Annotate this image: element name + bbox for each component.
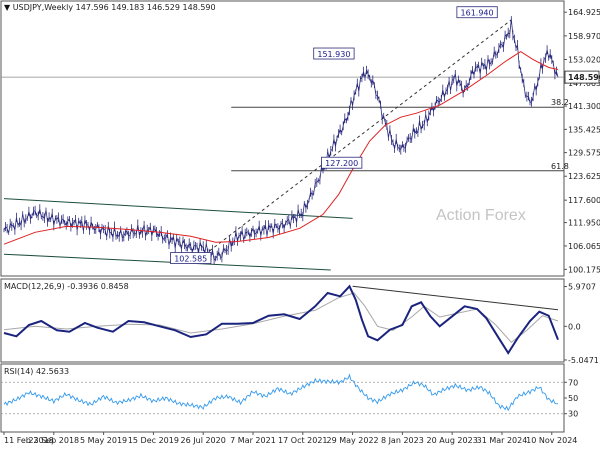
rsi-y-tick-label: 30 — [568, 410, 578, 419]
x-tick-label: 7 Mar 2021 — [230, 436, 276, 445]
price-y-tick-label: 100.175 — [568, 265, 600, 274]
chart-title: ▼ USDJPY,Weekly 147.596 149.183 146.529 … — [4, 3, 216, 12]
fib-level-label: 61.8 — [551, 162, 569, 171]
channel-upper-line — [3, 198, 353, 219]
rsi-y-tick-label: 50 — [568, 394, 578, 403]
macd-y-tick-label: 5.9707 — [568, 283, 596, 292]
price-y-tick-label: 123.625 — [568, 172, 600, 181]
macd-signal-line — [3, 292, 559, 343]
macd-panel — [0, 278, 565, 363]
price-y-tick-label: 111.950 — [568, 219, 600, 228]
price-y-tick-label: 135.425 — [568, 125, 600, 134]
rsi-layer — [1, 373, 564, 415]
rsi-panel — [0, 363, 565, 433]
last-price-box — [564, 70, 600, 84]
annotation-text: 161.940 — [461, 9, 494, 18]
price-layer: 38.2 61.8 161.940 151.930 127.200 102.585 — [1, 6, 569, 271]
x-tick-label: 17 Oct 2021 — [278, 436, 327, 445]
price-y-tick-label: 106.065 — [568, 242, 600, 251]
price-y-tick-label: 129.575 — [568, 149, 600, 158]
annotation-box — [170, 252, 212, 264]
macd-y-tick-label: -5.0471 — [568, 356, 599, 365]
macd-y-tick-label: 0.0 — [568, 322, 581, 331]
rsi-label: RSI(14) 42.5633 — [4, 367, 69, 376]
x-tick-label: 20 Aug 2023 — [427, 436, 478, 445]
dashed-trendline — [199, 19, 512, 259]
x-tick-label: 26 Jul 2020 — [181, 436, 226, 445]
watermark: Action Forex — [436, 207, 526, 224]
x-tick-label: 8 Jan 2023 — [381, 436, 424, 445]
price-annotation: 102.585 — [170, 252, 212, 264]
last-price-label: 148.590 — [568, 73, 600, 82]
macd-layer — [3, 284, 559, 355]
annotation-text: 151.930 — [317, 50, 350, 59]
x-tick-label: 5 May 2019 — [80, 436, 127, 445]
price-y-tick-label: 164.925 — [568, 8, 600, 17]
price-y-tick-label: 141.300 — [568, 102, 600, 111]
macd-trendline — [352, 285, 559, 311]
x-tick-label: 11 Feb 2018 — [4, 436, 54, 445]
price-y-tick-label: 147.065 — [568, 79, 600, 88]
annotation-text: 127.200 — [325, 159, 358, 168]
macd-label: MACD(12,26,9) -0.3936 0.8458 — [4, 282, 129, 291]
price-y-tick-label: 117.600 — [568, 196, 600, 205]
x-tick-label: 15 Dec 2019 — [128, 436, 179, 445]
annotation-box — [321, 156, 363, 169]
x-tick-label: 10 Nov 2024 — [526, 436, 577, 445]
rsi-line — [3, 373, 559, 412]
price-annotation: 127.200 — [321, 156, 363, 169]
annotation-text: 102.585 — [174, 255, 207, 264]
price-series-line — [3, 16, 559, 264]
rsi-y-tick-label: 70 — [568, 378, 578, 387]
x-tick-label: 29 May 2022 — [326, 436, 378, 445]
price-annotation: 151.930 — [313, 47, 355, 60]
axis-layer: 164.925 158.970 153.020 147.065 141.300 135.4… — [3, 8, 600, 445]
price-panel — [0, 0, 565, 277]
annotation-box — [456, 6, 498, 19]
channel-lower-line — [3, 253, 331, 271]
fib-level-label: 38.2 — [551, 98, 569, 107]
price-annotation: 161.940 — [456, 6, 498, 19]
x-tick-label: 31 Mar 2024 — [477, 436, 528, 445]
x-tick-label: 23 Sep 2018 — [28, 436, 79, 445]
price-y-tick-label: 158.970 — [568, 32, 600, 41]
moving-average-line — [3, 51, 559, 245]
macd-line — [3, 284, 559, 355]
price-y-tick-label: 153.020 — [568, 56, 600, 65]
annotation-box — [313, 47, 355, 60]
